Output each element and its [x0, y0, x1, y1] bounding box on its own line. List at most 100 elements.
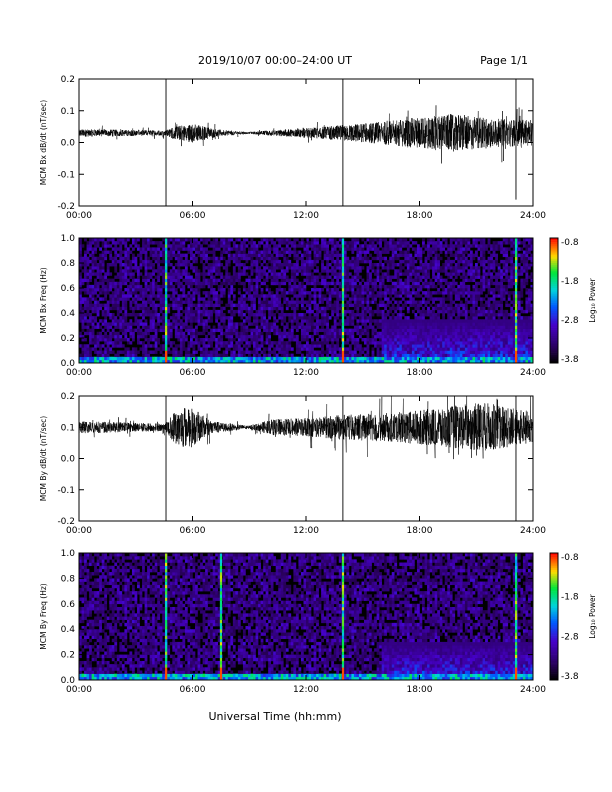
y-axis-label: MCM Bx dB/dt (nT/sec) [39, 100, 48, 185]
bright-column [219, 638, 223, 643]
bright-column [514, 603, 518, 608]
bright-column [219, 610, 223, 614]
bright-column [341, 309, 345, 314]
panel-bx-spectrogram: 00:00 06:00 12:00 18:00 24:00 0.0 0.2 0.4 0.6 0.8… [39, 234, 597, 378]
bright-column [514, 269, 518, 273]
x-tick-label: 00:00 [66, 526, 92, 536]
series-line [79, 396, 533, 460]
x-tick-label: 06:00 [180, 211, 206, 221]
bright-column [165, 565, 168, 570]
y-tick-label: 0.2 [61, 392, 75, 402]
bright-column [514, 648, 518, 652]
bright-column [219, 575, 223, 579]
bright-column [514, 356, 518, 361]
bright-column [341, 331, 345, 336]
bright-column [165, 670, 168, 674]
colorbar: -0.8 -1.8 -2.8 -3.8 Log₁₀ Power [549, 552, 597, 682]
bright-column [514, 244, 518, 248]
bright-column [219, 670, 223, 674]
bright-column [514, 275, 518, 279]
bright-column [514, 253, 518, 258]
bright-column [514, 359, 518, 364]
bright-column [341, 568, 345, 573]
bright-column [165, 676, 168, 681]
bright-column [165, 673, 168, 678]
bright-column [341, 300, 345, 304]
bright-column [341, 654, 345, 659]
bright-column [219, 606, 223, 611]
bright-column [165, 648, 168, 652]
bright-column [165, 313, 168, 317]
bright-column [514, 319, 518, 323]
bright-column [341, 263, 345, 267]
bright-column [219, 553, 223, 557]
y-tick-label: 0.1 [61, 423, 75, 433]
bright-column [165, 350, 168, 354]
series-line [79, 105, 533, 164]
x-tick-label: 12:00 [293, 368, 319, 378]
bright-column [219, 572, 223, 576]
bright-column [514, 350, 518, 354]
colorbar-tick-label: -1.8 [561, 593, 579, 603]
y-tick-label: 1.0 [61, 234, 76, 244]
y-tick-label: 1.0 [61, 549, 76, 559]
bright-column [341, 613, 345, 617]
y-tick-label: 0.0 [61, 139, 76, 149]
bright-column [514, 575, 518, 579]
bright-column [165, 269, 168, 273]
bright-column [341, 657, 345, 662]
colorbar-tick-label: -0.8 [561, 553, 579, 563]
bright-column [341, 597, 345, 601]
bright-column [165, 660, 168, 665]
bright-column [341, 641, 345, 646]
bright-column [165, 278, 168, 283]
y-tick-label: 0.4 [61, 309, 76, 319]
bright-column [514, 322, 518, 326]
bright-column [341, 632, 345, 636]
bright-column [219, 635, 223, 640]
bright-column [341, 356, 345, 361]
bright-column [165, 572, 168, 576]
y-tick-label: 0.2 [61, 334, 75, 344]
bright-column [219, 603, 223, 608]
bright-column [341, 272, 345, 276]
bright-column [514, 578, 518, 582]
bright-column [219, 632, 223, 636]
bright-column [165, 359, 168, 364]
bright-column [514, 284, 518, 289]
bright-column [514, 657, 518, 662]
bright-column [165, 263, 168, 267]
bright-column [165, 353, 168, 358]
bright-column [514, 238, 518, 242]
bright-column [219, 676, 223, 681]
bright-column [165, 654, 168, 659]
bright-column [514, 619, 518, 624]
bright-column [341, 660, 345, 665]
bright-column [341, 319, 345, 323]
bright-column [341, 622, 345, 627]
bright-column [165, 322, 168, 326]
bright-column [219, 622, 223, 627]
bright-column [341, 284, 345, 289]
bright-column [514, 325, 518, 329]
bright-column [165, 241, 168, 245]
bright-column [219, 660, 223, 665]
bright-column [219, 597, 223, 601]
bright-column [219, 594, 223, 598]
bright-column [165, 247, 168, 251]
bright-column [165, 238, 168, 242]
bright-column [165, 581, 168, 586]
bright-column [165, 244, 168, 248]
y-tick-label: 0.6 [61, 600, 76, 610]
bright-column [165, 341, 168, 345]
figure-title: 2019/10/07 00:00–24:00 UT [198, 54, 352, 67]
bright-column [514, 306, 518, 311]
bright-column [514, 622, 518, 627]
y-tick-label: 0.4 [61, 625, 76, 635]
bright-column [514, 241, 518, 245]
bright-column [341, 664, 345, 668]
bright-column [514, 309, 518, 314]
bright-column [341, 347, 345, 351]
bright-column [341, 291, 345, 295]
